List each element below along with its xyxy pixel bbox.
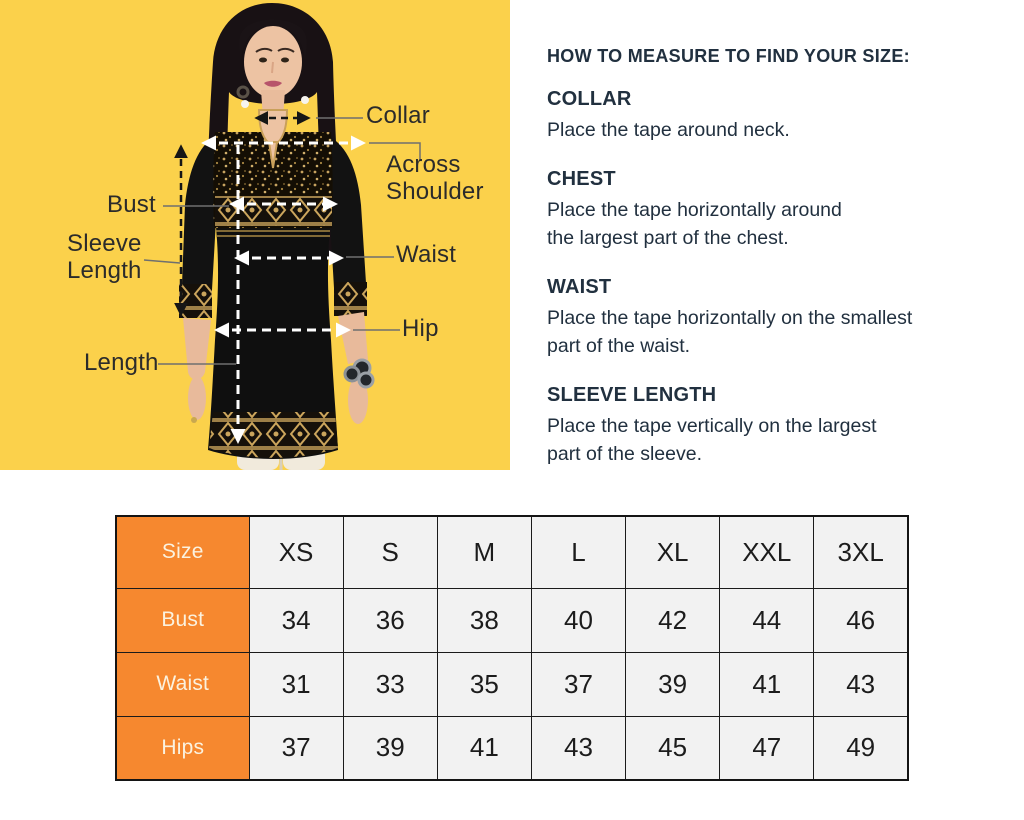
section-body: Place the tape horizontally on the small… [547,307,913,357]
table-row-waist: Waist 31 33 35 37 39 41 43 [115,651,909,717]
model-hair [205,3,342,258]
bust-value: 42 [625,587,721,653]
model-face-features [255,47,295,87]
bracelet [343,358,375,389]
hips-value: 37 [248,715,344,781]
section-body: Place the tape vertically on the largest… [547,415,877,465]
bust-value: 46 [813,587,909,653]
waist-value: 33 [342,651,438,717]
size-column-header-l: L [530,515,627,589]
kurti-chest-band [215,196,332,226]
table-row-size: Size XS S M L XL XXL 3XL [115,515,909,589]
size-column-header-xs: XS [248,515,344,589]
hips-value: 47 [719,715,815,781]
section-body: Place the tape around neck. [547,119,790,141]
waist-value: 37 [530,651,627,717]
waist-value: 35 [436,651,532,717]
bust-value: 44 [719,587,815,653]
measurement-diagram-panel: Collar Across Shoulder Bust Sleeve Lengt… [0,0,510,470]
waist-value: 41 [719,651,815,717]
section-heading: SLEEVE LENGTH [547,384,717,406]
size-column-header-xxl: XXL [719,515,815,589]
section-heading: COLLAR [547,88,632,110]
model-right-arm [328,138,375,424]
size-column-header-m: M [436,515,532,589]
hips-value: 41 [436,715,532,781]
section-heading: CHEST [547,168,616,190]
earrings [236,85,309,108]
section-body: Place the tape horizontally around the l… [547,199,842,249]
right-sleeve-cuff [334,282,367,316]
label-across-shoulder: Across Shoulder [386,151,484,205]
waist-value: 31 [248,651,344,717]
model-illustration [143,3,421,470]
ring [191,417,197,423]
waist-value: 43 [813,651,909,717]
size-column-header-xl: XL [625,515,721,589]
bust-value: 40 [530,587,627,653]
row-label-waist: Waist [115,651,250,717]
left-sleeve-cuff [179,284,212,318]
bust-value: 34 [248,587,344,653]
label-hip: Hip [402,315,439,342]
hips-value: 43 [530,715,627,781]
label-bust: Bust [107,191,156,218]
label-connectors [143,117,421,365]
how-to-measure-panel: HOW TO MEASURE TO FIND YOUR SIZE: COLLAR… [547,0,997,470]
instruction-section-waist: WAIST Place the tape horizontally on the… [547,276,997,360]
measurement-arrows [174,111,366,444]
bust-value: 36 [342,587,438,653]
label-waist: Waist [396,241,457,268]
size-column-header-s: S [342,515,438,589]
label-sleeve-length: Sleeve Length [67,230,142,284]
label-length: Length [84,349,159,376]
label-collar: Collar [366,102,430,129]
instruction-section-chest: CHEST Place the tape horizontally around… [547,168,997,252]
size-column-header-3xl: 3XL [813,515,909,589]
model-left-arm [179,138,218,423]
row-label-hips: Hips [115,715,250,781]
row-label-bust: Bust [115,587,250,653]
model-hairline [239,19,307,62]
hips-value: 49 [813,715,909,781]
instruction-section-collar: COLLAR Place the tape around neck. [547,88,997,144]
kurti-hem-band [209,412,338,458]
instructions-title: HOW TO MEASURE TO FIND YOUR SIZE: [547,46,910,66]
size-chart-table: Size XS S M L XL XXL 3XL Bust 34 36 38 4… [115,515,909,781]
instruction-section-sleeve-length: SLEEVE LENGTH Place the tape vertically … [547,384,997,468]
section-heading: WAIST [547,276,612,298]
hips-value: 45 [625,715,721,781]
waist-value: 39 [625,651,721,717]
size-chart-corner: Size [115,515,250,589]
model-figure [179,3,375,470]
table-row-hips: Hips 37 39 41 43 45 47 49 [115,715,909,781]
table-row-bust: Bust 34 36 38 40 42 44 46 [115,587,909,653]
bust-value: 38 [436,587,532,653]
hips-value: 39 [342,715,438,781]
kurti-gold-lines [216,230,330,237]
